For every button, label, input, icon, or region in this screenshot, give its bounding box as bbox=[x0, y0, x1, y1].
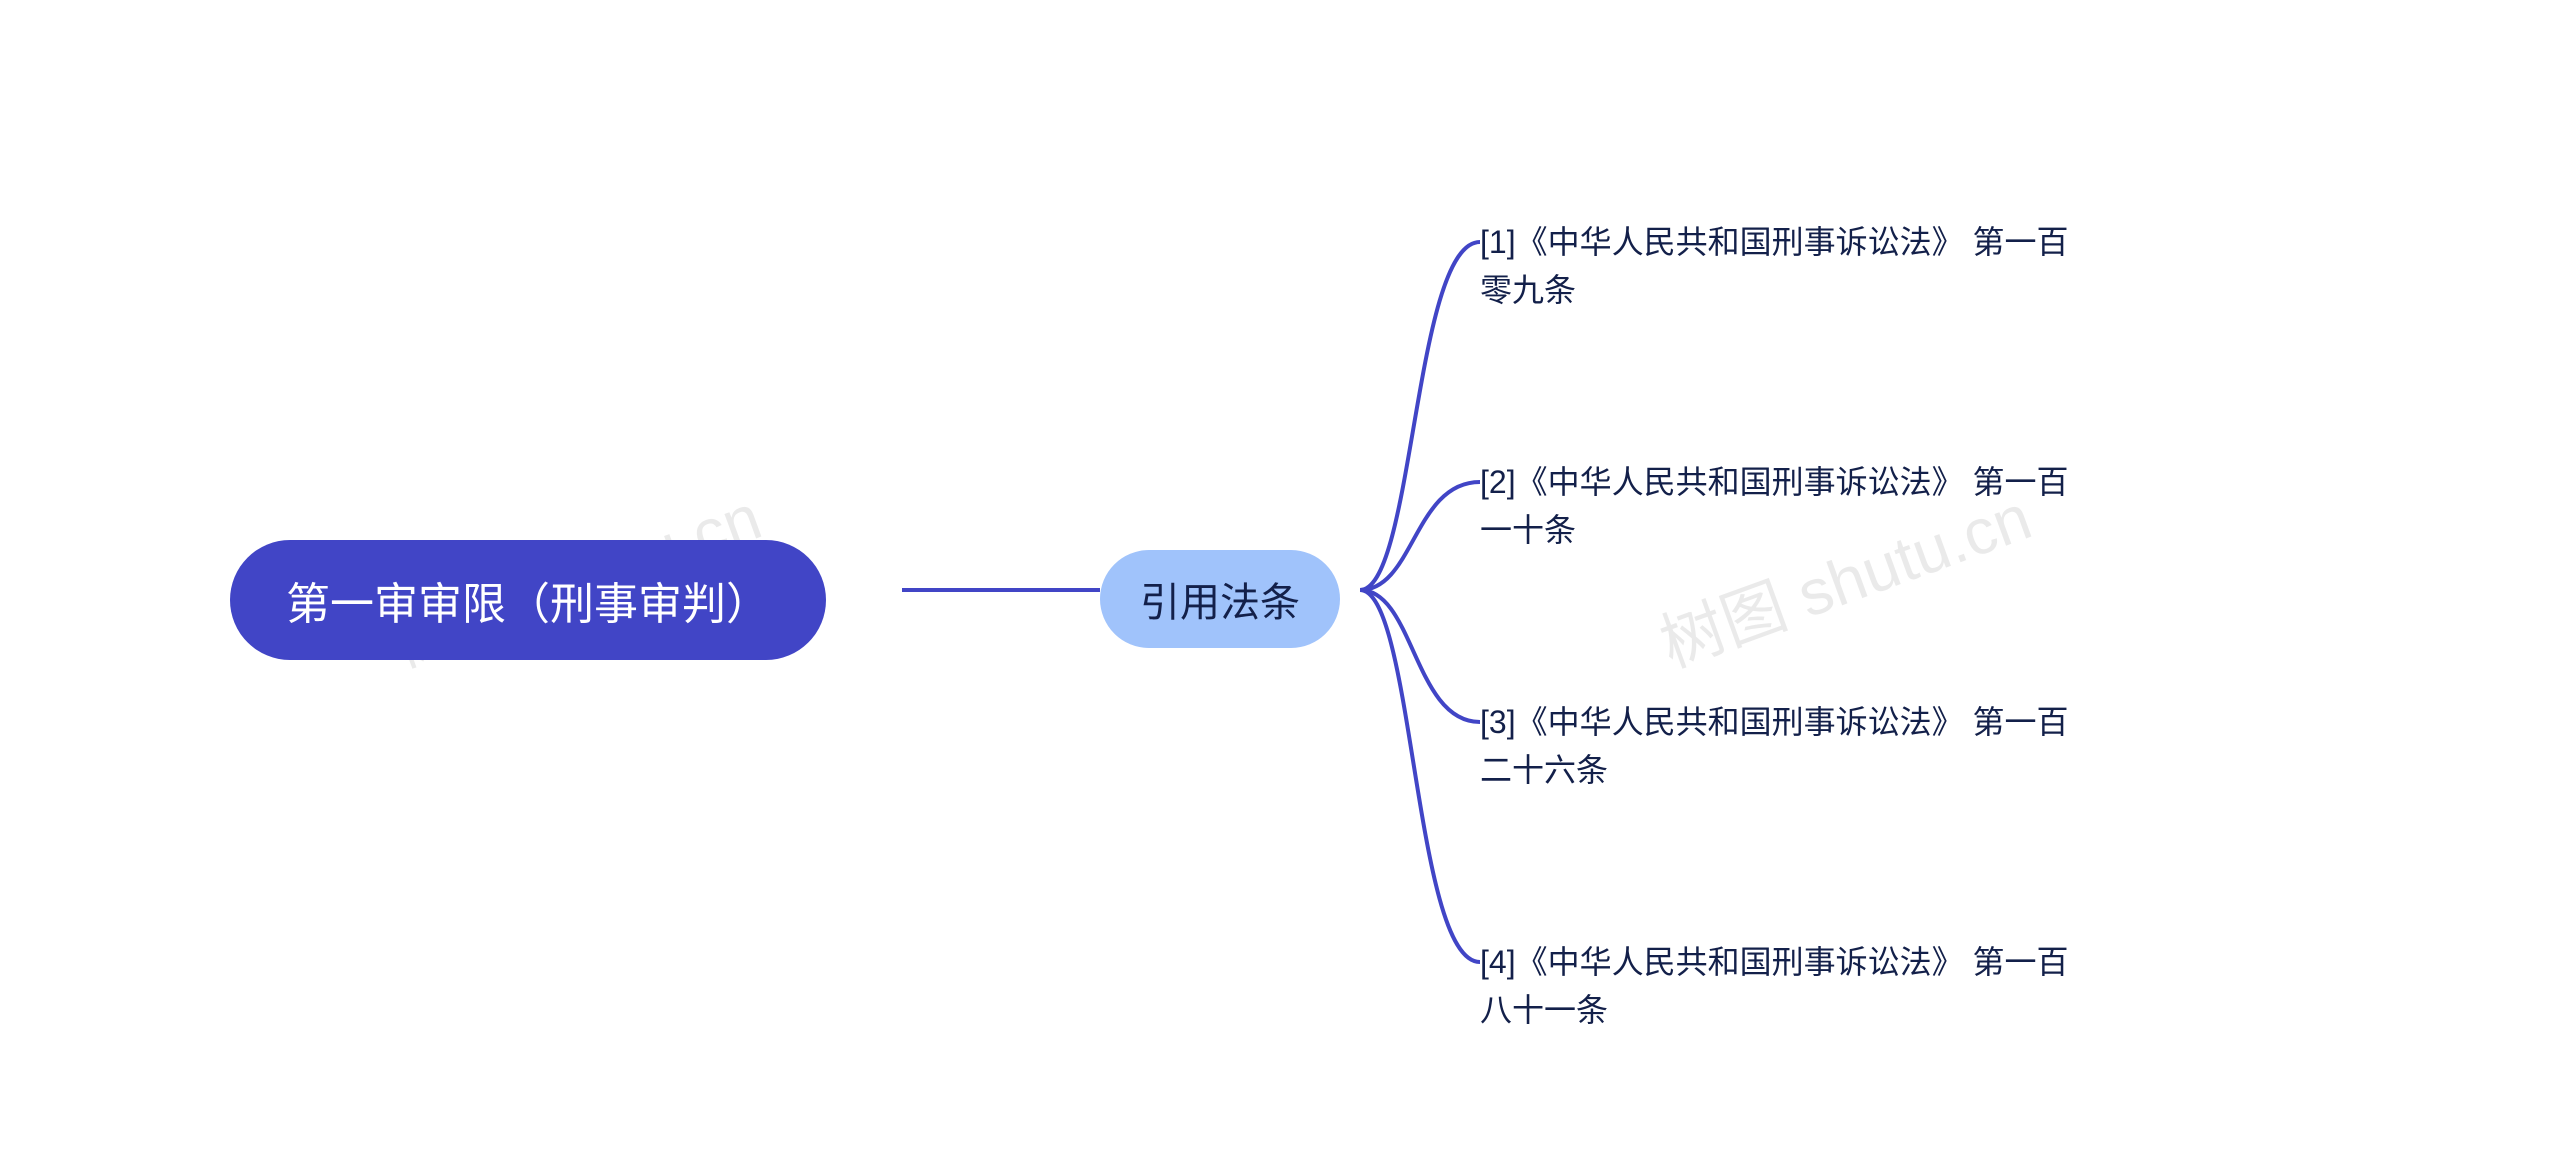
root-node: 第一审审限（刑事审判） bbox=[230, 540, 826, 660]
sub-node-label: 引用法条 bbox=[1140, 581, 1300, 625]
leaf-node: [1]《中华人民共和国刑事诉讼法》 第一百零九条 bbox=[1480, 218, 2080, 314]
root-node-label: 第一审审限（刑事审判） bbox=[286, 580, 770, 629]
leaf-node-label: [2]《中华人民共和国刑事诉讼法》 第一百一十条 bbox=[1480, 464, 2068, 548]
leaf-node: [4]《中华人民共和国刑事诉讼法》 第一百八十一条 bbox=[1480, 938, 2080, 1034]
sub-node: 引用法条 bbox=[1100, 550, 1340, 648]
leaf-node: [2]《中华人民共和国刑事诉讼法》 第一百一十条 bbox=[1480, 458, 2080, 554]
leaf-node-label: [4]《中华人民共和国刑事诉讼法》 第一百八十一条 bbox=[1480, 944, 2068, 1028]
leaf-node-label: [1]《中华人民共和国刑事诉讼法》 第一百零九条 bbox=[1480, 224, 2068, 308]
mindmap-canvas: 树图 shutu.cn 树图 shutu.cn 第一审审限（刑事审判） 引用法条… bbox=[0, 0, 2560, 1166]
leaf-node: [3]《中华人民共和国刑事诉讼法》 第一百二十六条 bbox=[1480, 698, 2080, 794]
leaf-node-label: [3]《中华人民共和国刑事诉讼法》 第一百二十六条 bbox=[1480, 704, 2068, 788]
